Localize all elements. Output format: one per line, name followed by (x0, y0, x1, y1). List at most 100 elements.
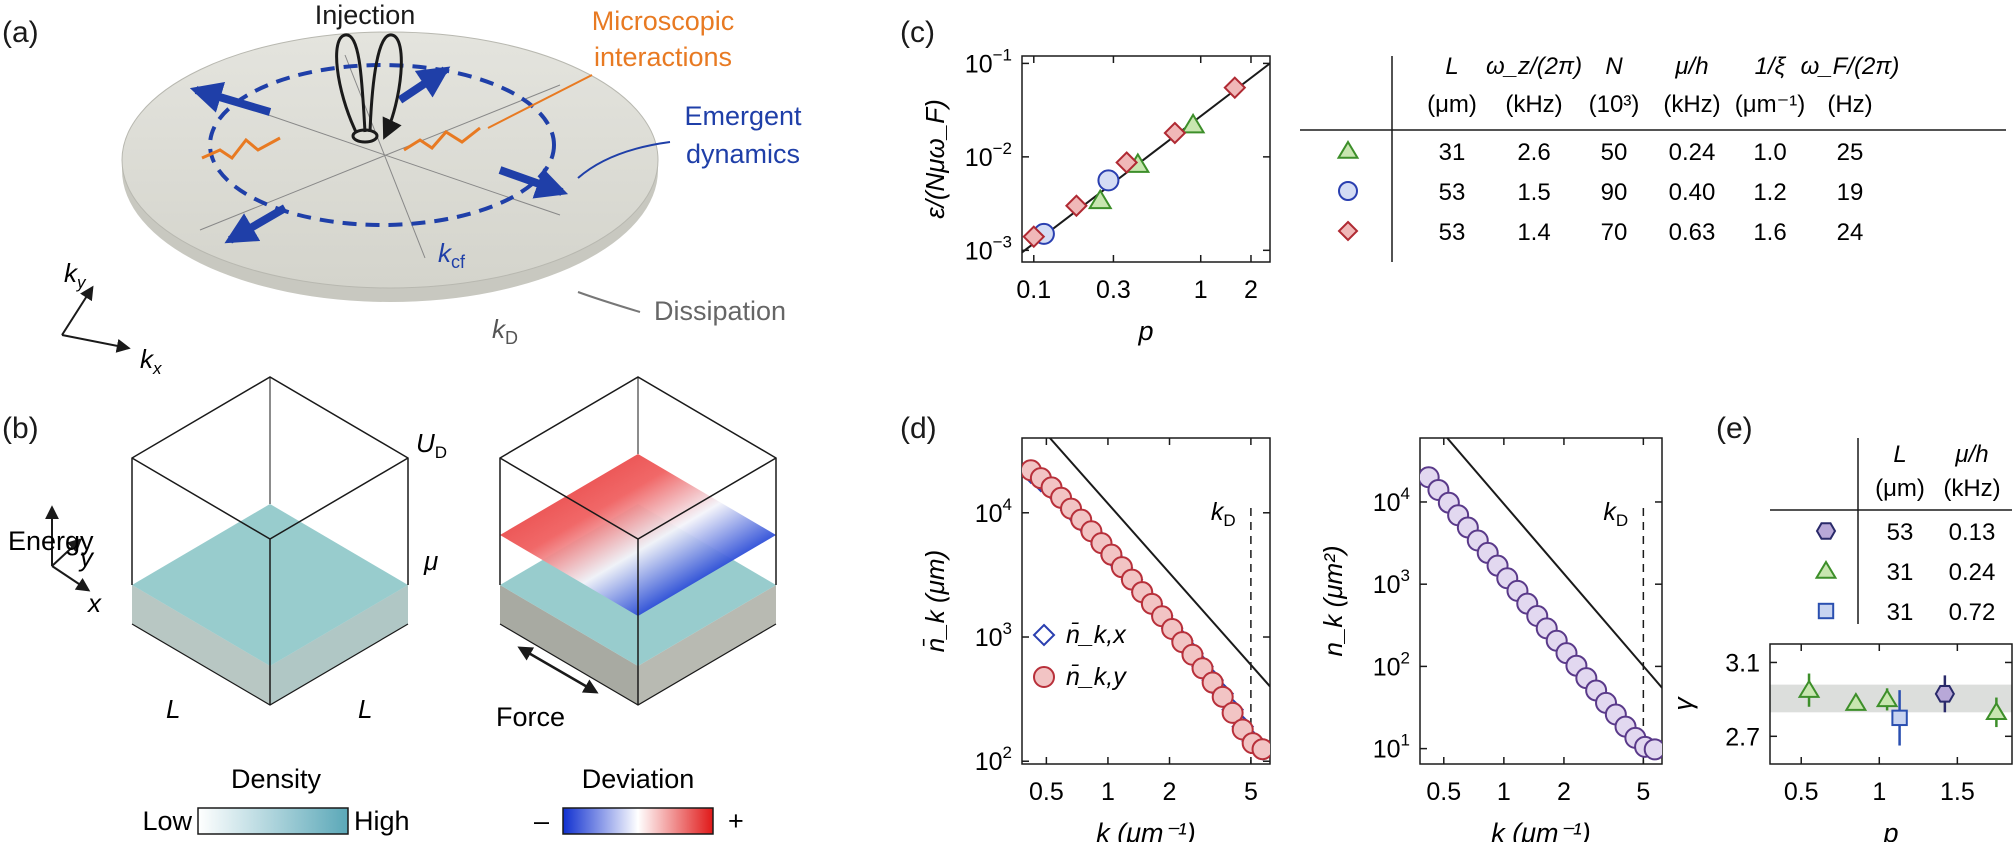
table-cell: 1.4 (1517, 219, 1550, 246)
force-label: Force (496, 702, 565, 732)
y-tick-label: 2.7 (1725, 723, 1760, 751)
panel-label-c: (c) (900, 16, 935, 49)
table-cell: 0.24 (1949, 559, 1996, 586)
flux-arrow (498, 166, 569, 199)
table-cell: 2.6 (1517, 139, 1550, 166)
plot-area (1049, 438, 1270, 764)
legend-label: n̄_k,y (1066, 663, 1127, 691)
diamond-marker (1223, 76, 1247, 100)
triangle-marker (1180, 112, 1206, 134)
table-header-top: ω_F/(2π) (1801, 53, 1900, 80)
panel-b: Energy y x UD μ L L (8, 376, 777, 836)
circle-marker (1033, 666, 1055, 688)
square-marker (1817, 602, 1835, 620)
flux-arrow (189, 81, 272, 116)
injection-loop (335, 33, 367, 133)
mu-label: μ (423, 546, 438, 576)
triangle-marker (1336, 140, 1360, 159)
table-header-unit: (Hz) (1827, 91, 1872, 118)
circle-marker (1251, 738, 1270, 761)
y-tick-label: 101 (1373, 731, 1410, 764)
table-cell: 31 (1887, 599, 1914, 626)
box-outline (131, 623, 409, 706)
table-cell: 31 (1887, 559, 1914, 586)
microscopic-label-2: interactions (594, 42, 732, 72)
circle-marker (1221, 701, 1244, 724)
kD-marker-label: kD (1603, 498, 1628, 530)
density-box (131, 376, 409, 706)
table-header-top: 1/ξ (1755, 53, 1787, 80)
plot-frame (1021, 437, 1271, 765)
table-cell: 90 (1601, 179, 1628, 206)
y-tick-label: 102 (1373, 648, 1410, 681)
table-header-top: L (1893, 441, 1906, 468)
emergent-label-1: Emergent (684, 101, 802, 131)
power-law-line (1446, 438, 1662, 689)
ky-label: ky (64, 258, 87, 292)
density-side (132, 585, 270, 705)
table-header-top: μ/h (1954, 441, 1988, 468)
x-tick-label: 0.3 (1096, 276, 1131, 304)
series-purple_circle (1420, 466, 1662, 761)
y-tick-label: 104 (975, 495, 1012, 528)
panel-label-e: (e) (1716, 412, 1753, 445)
diamond-marker (1337, 220, 1359, 242)
circle-marker (1211, 685, 1234, 708)
y-tick-label: 103 (975, 619, 1012, 652)
y-tick-label: 104 (1373, 484, 1410, 517)
emergent-label-2: dynamics (686, 139, 800, 169)
deviation-surface (500, 454, 776, 616)
x-tick-label: 1 (1497, 778, 1511, 806)
triangle-marker (1797, 679, 1821, 698)
table-cell: 25 (1837, 139, 1864, 166)
panel-a: Injection Microscopic interactions Emerg… (61, 0, 802, 378)
x-tick-label: 0.1 (1016, 276, 1051, 304)
x-tick-label: 2 (1244, 276, 1258, 304)
y-tick-label: 10−3 (965, 232, 1012, 265)
triangle-marker (1875, 688, 1899, 708)
table-cell: 53 (1439, 179, 1466, 206)
density-low: Low (142, 806, 192, 836)
table-cell: 1.5 (1517, 179, 1550, 206)
table-cell: 0.13 (1949, 519, 1996, 546)
x-axis-label: p (1137, 316, 1153, 346)
triangle-marker (1087, 188, 1113, 210)
parameter-table-c: L (μm) ω_z/(2π) (kHz) N (10³) μ/h (kHz) 1/ξ (μm⁻¹… (1300, 53, 2006, 262)
x-tick-label: 0.5 (1029, 778, 1064, 806)
kcf-circle (208, 63, 556, 227)
x-tick-label: 5 (1244, 778, 1258, 806)
plot-area (1022, 62, 1270, 254)
circle-marker (1643, 738, 1662, 761)
ky-axis (61, 285, 94, 336)
hexagon-marker (1934, 685, 1956, 703)
table-header-top: N (1605, 53, 1623, 80)
x-tick-label: 1.5 (1940, 778, 1975, 806)
power-law-line (1049, 438, 1270, 688)
table-header-top: ω_z/(2π) (1486, 53, 1582, 80)
panel-label-b: (b) (2, 412, 39, 445)
diamond-marker (1064, 194, 1088, 218)
x-axis-arrow (51, 565, 91, 592)
table-header-unit: (μm) (1427, 91, 1477, 118)
kD-label: kD (492, 314, 518, 348)
hexagon-marker (1815, 522, 1837, 540)
x-tick-label: 1 (1194, 276, 1208, 304)
panel-label-d: (d) (900, 412, 937, 445)
x-tick-label: 2 (1163, 778, 1177, 806)
x-axis-label: k (μm⁻¹) (1096, 818, 1196, 842)
kD-marker-label: kD (1211, 498, 1236, 530)
table-cell: 1.6 (1753, 219, 1786, 246)
x-tick-label: 0.5 (1784, 778, 1819, 806)
L-label-right: L (358, 694, 372, 724)
injection-loop (368, 33, 403, 140)
table-header-unit: (kHz) (1943, 475, 2000, 502)
table-cell: 1.2 (1753, 179, 1786, 206)
table-cell: 0.24 (1669, 139, 1716, 166)
dissipation-label: Dissipation (654, 296, 786, 326)
momentum-disk (121, 31, 659, 289)
series-square (1891, 690, 1908, 746)
emergent-pointer (577, 141, 671, 179)
triangle-marker (1814, 560, 1838, 579)
table-header-top: μ/h (1674, 53, 1708, 80)
